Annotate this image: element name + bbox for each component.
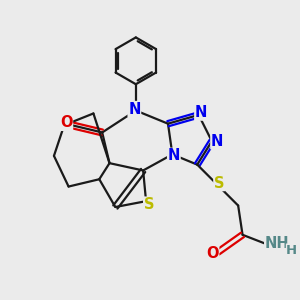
Text: O: O: [206, 246, 219, 261]
Text: H: H: [284, 243, 296, 256]
Text: O: O: [206, 246, 219, 261]
Text: S: S: [214, 176, 224, 190]
Text: N: N: [128, 102, 140, 117]
Text: N: N: [211, 134, 223, 149]
Text: NH: NH: [265, 236, 290, 251]
Text: N: N: [195, 105, 207, 120]
Text: S: S: [214, 176, 224, 190]
Text: S: S: [144, 197, 154, 212]
Text: N: N: [168, 148, 180, 163]
Text: O: O: [60, 115, 73, 130]
Text: N: N: [211, 134, 223, 149]
Text: NH: NH: [262, 236, 287, 251]
Text: N: N: [128, 102, 140, 117]
Text: N: N: [168, 148, 180, 163]
Text: H: H: [286, 244, 297, 257]
Text: N: N: [195, 105, 207, 120]
Text: O: O: [60, 115, 73, 130]
Text: S: S: [144, 197, 154, 212]
